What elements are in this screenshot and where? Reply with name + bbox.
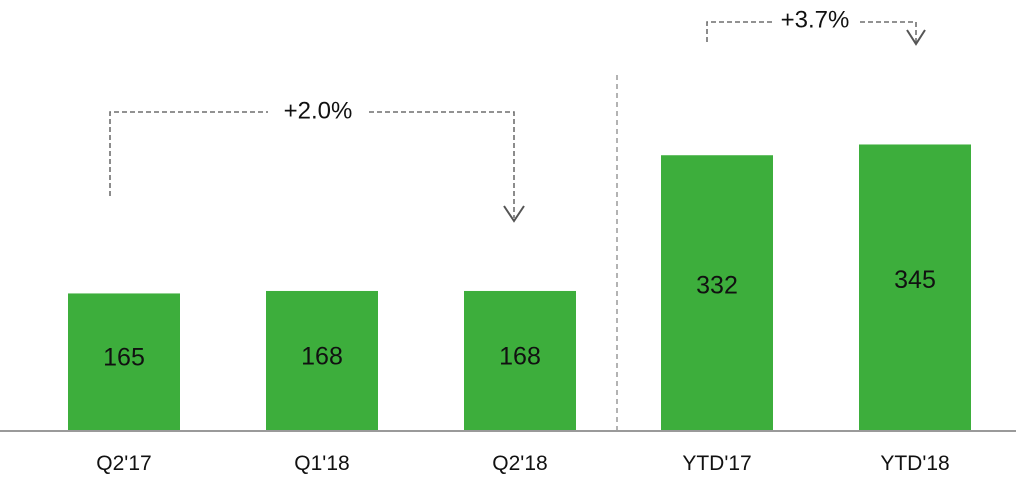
value-labels-group: 165 168 168 332 345 — [103, 266, 936, 371]
bar-q2-17 — [68, 293, 180, 430]
value-label: 165 — [103, 344, 145, 372]
category-label: Q2'18 — [492, 452, 547, 475]
value-label: 168 — [301, 342, 343, 370]
arrow-head-icon — [906, 29, 926, 46]
bar-ytd-18 — [859, 144, 971, 430]
bar-q2-18 — [464, 290, 576, 430]
category-label: Q1'18 — [294, 452, 349, 475]
change-bracket-quarterly — [109, 111, 515, 218]
value-label: 168 — [499, 342, 541, 370]
change-bracket-ytd — [706, 21, 917, 42]
category-label: YTD'17 — [682, 452, 751, 475]
bar-q1-18 — [266, 290, 378, 430]
bar-ytd-17 — [661, 155, 773, 430]
category-label: YTD'18 — [880, 452, 949, 475]
annotations-group: +2.0% +3.7% — [109, 6, 926, 223]
value-label: 332 — [696, 272, 738, 300]
bars-group — [68, 144, 971, 430]
change-label-quarterly: +2.0% — [284, 97, 353, 124]
change-label-ytd: +3.7% — [781, 6, 850, 33]
category-labels-group: Q2'17 Q1'18 Q2'18 YTD'17 YTD'18 — [96, 452, 949, 475]
arrow-head-icon — [503, 205, 525, 223]
value-label: 345 — [894, 266, 936, 294]
category-label: Q2'17 — [96, 452, 151, 475]
